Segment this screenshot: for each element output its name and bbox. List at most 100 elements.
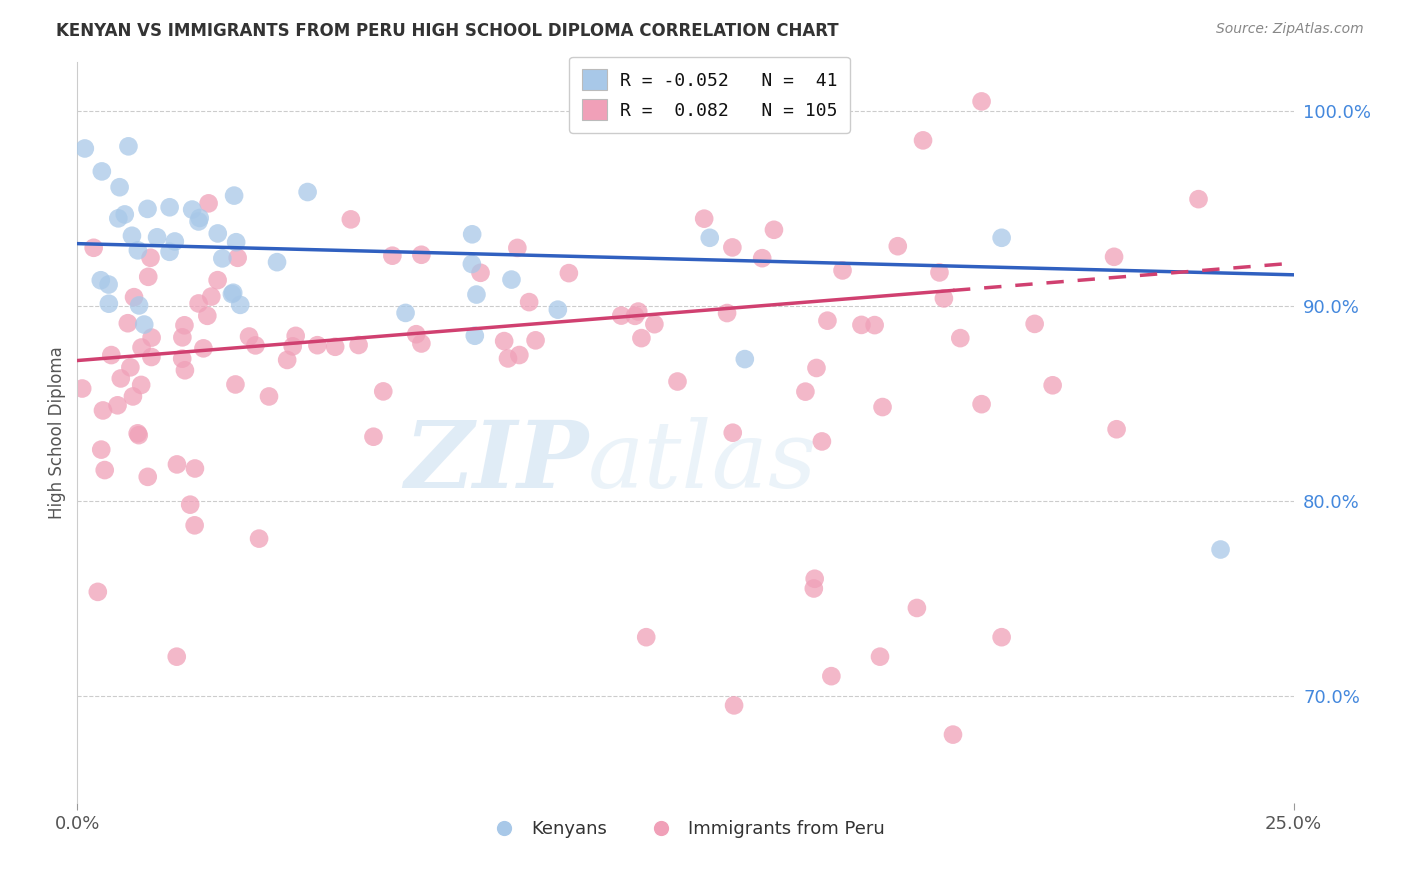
Point [811,434,834,449]
Y-axis label: High School Diploma: High School Diploma [48,346,66,519]
Point [134,318,156,332]
Point [222,285,245,300]
Point [831,263,853,277]
Point [128,428,150,442]
Point [501,272,523,286]
Point [114,207,136,221]
Point [1102,250,1125,264]
Point [627,304,650,318]
Point [281,339,304,353]
Text: atlas: atlas [588,417,818,508]
Point [266,255,288,269]
Point [942,728,965,742]
Point [794,384,817,399]
Point [159,200,181,214]
Point [461,257,484,271]
Point [751,251,773,265]
Point [990,231,1012,245]
Point [166,649,188,664]
Point [381,249,404,263]
Point [887,239,910,253]
Point [166,458,188,472]
Point [817,313,839,327]
Point [139,251,162,265]
Point [131,341,153,355]
Point [307,338,329,352]
Point [141,350,163,364]
Text: KENYAN VS IMMIGRANTS FROM PERU HIGH SCHOOL DIPLOMA CORRELATION CHART: KENYAN VS IMMIGRANTS FROM PERU HIGH SCHO… [56,22,839,40]
Point [221,287,243,301]
Point [547,302,569,317]
Point [188,211,211,225]
Point [1209,542,1232,557]
Point [411,248,433,262]
Point [238,329,260,343]
Point [117,316,139,330]
Point [174,363,197,377]
Point [172,330,194,344]
Point [197,196,219,211]
Point [90,442,112,457]
Point [184,461,207,475]
Point [970,397,993,411]
Point [932,292,955,306]
Point [411,336,433,351]
Point [820,669,842,683]
Point [90,273,112,287]
Point [229,298,252,312]
Point [496,351,519,366]
Point [1187,192,1209,206]
Point [1024,317,1046,331]
Point [363,430,385,444]
Point [394,306,416,320]
Legend: Kenyans, Immigrants from Peru: Kenyans, Immigrants from Peru [478,814,893,846]
Point [803,582,825,596]
Point [630,331,652,345]
Point [949,331,972,345]
Point [373,384,395,399]
Point [127,426,149,441]
Point [225,235,247,250]
Point [108,180,131,194]
Point [872,400,894,414]
Point [136,470,159,484]
Text: Source: ZipAtlas.com: Source: ZipAtlas.com [1216,22,1364,37]
Point [163,235,186,249]
Point [803,572,825,586]
Point [624,309,647,323]
Point [187,214,209,228]
Point [107,211,129,226]
Point [405,327,427,342]
Point [87,585,110,599]
Point [340,212,363,227]
Point [869,649,891,664]
Point [284,329,307,343]
Point [136,269,159,284]
Point [863,318,886,332]
Point [323,340,346,354]
Point [127,244,149,258]
Point [464,328,486,343]
Point [643,317,665,331]
Point [172,351,194,366]
Point [911,133,934,147]
Point [276,353,298,368]
Point [97,296,120,310]
Point [128,298,150,312]
Point [762,223,785,237]
Point [693,211,716,226]
Point [181,202,204,217]
Point [195,309,218,323]
Point [905,601,928,615]
Point [122,389,145,403]
Point [179,498,201,512]
Text: ZIP: ZIP [404,417,588,508]
Point [245,338,267,352]
Point [721,240,744,254]
Point [110,371,132,385]
Point [159,244,181,259]
Point [222,188,245,202]
Point [524,334,547,348]
Point [141,330,163,344]
Point [226,251,249,265]
